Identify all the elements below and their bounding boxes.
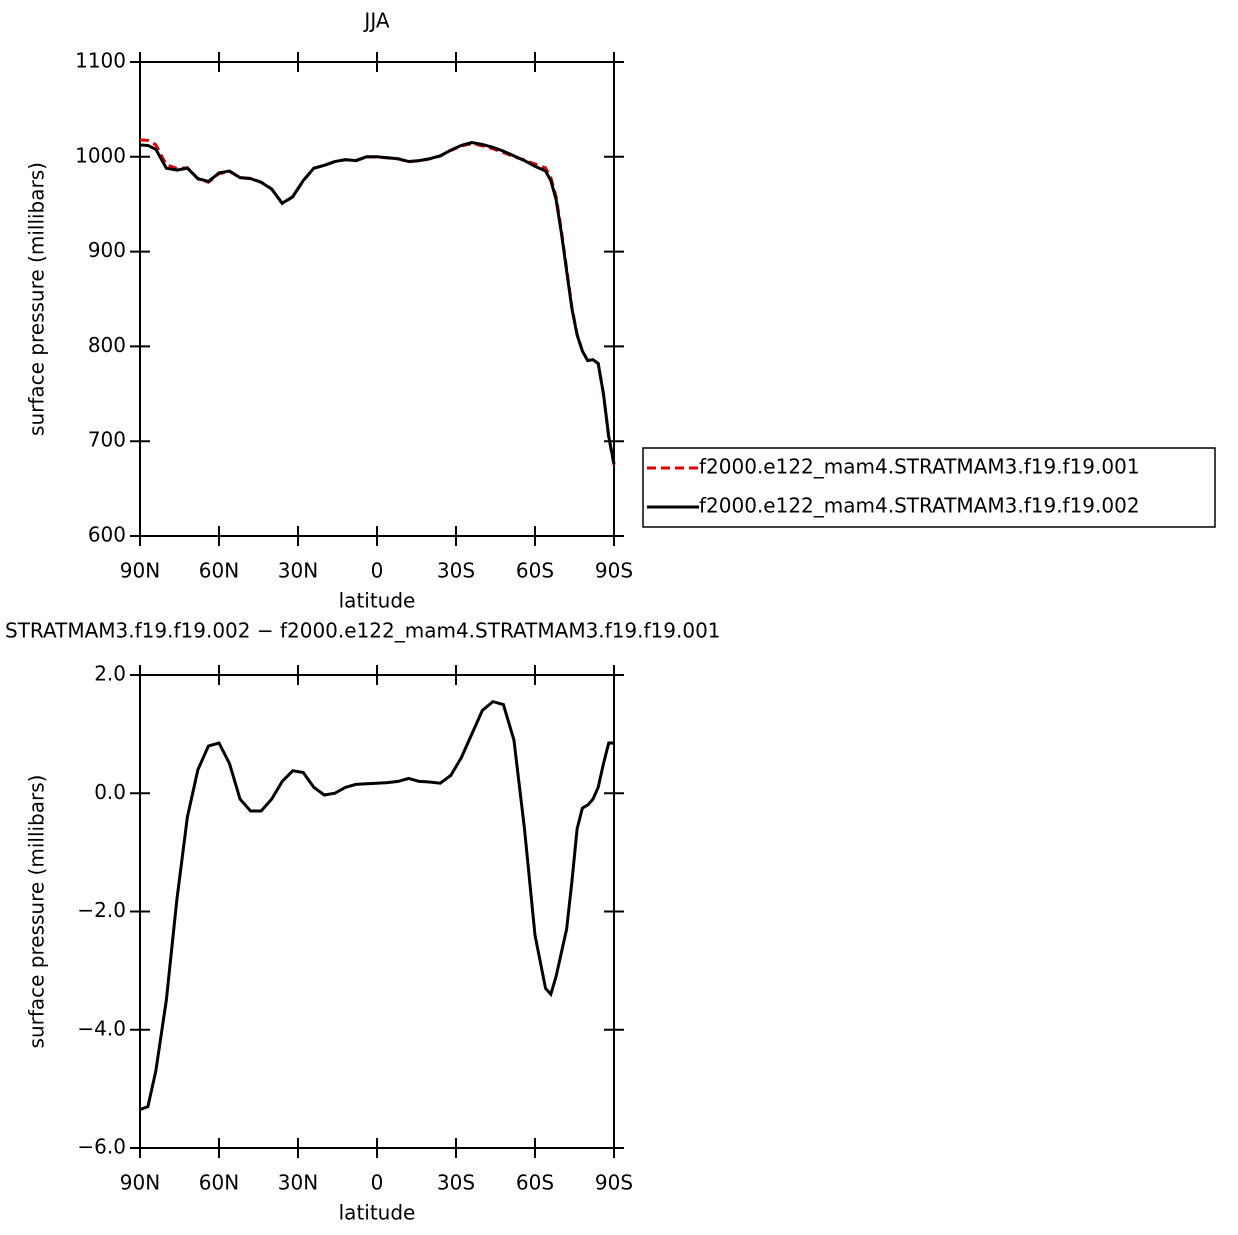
x-tick-label: 60N — [199, 1171, 239, 1195]
y-tick-label: −2.0 — [77, 898, 126, 922]
x-tick-label: 60S — [516, 1171, 554, 1195]
chart-title: JJA — [362, 9, 389, 33]
y-tick-label: −4.0 — [77, 1016, 126, 1040]
y-tick-label: −6.0 — [77, 1135, 126, 1159]
legend-label: f2000.e122_mam4.STRATMAM3.f19.f19.001 — [699, 455, 1140, 479]
y-tick-label: 900 — [88, 238, 126, 262]
x-tick-label: 30N — [278, 559, 318, 583]
x-tick-label: 90N — [120, 559, 160, 583]
legend-box — [642, 447, 1216, 528]
series-line — [139, 699, 614, 1111]
y-tick-label: 1000 — [75, 143, 126, 167]
y-tick-label: 700 — [88, 428, 126, 452]
x-tick-label: 30S — [437, 1171, 475, 1195]
x-tick-label: 30S — [437, 559, 475, 583]
x-tick-label: 90S — [595, 559, 633, 583]
x-tick-label: 0 — [371, 1171, 384, 1195]
y-tick-label: 1100 — [75, 49, 126, 73]
x-axis-label: latitude — [339, 1201, 416, 1225]
y-tick-label: 0.0 — [94, 780, 126, 804]
x-tick-label: 60N — [199, 559, 239, 583]
y-tick-label: 800 — [88, 333, 126, 357]
x-axis-label: latitude — [339, 589, 416, 613]
y-axis-label: surface pressure (millibars) — [25, 162, 49, 436]
series-line — [139, 141, 616, 465]
x-tick-label: 90S — [595, 1171, 633, 1195]
x-tick-label: 0 — [371, 559, 384, 583]
y-tick-label: 2.0 — [94, 662, 126, 686]
y-tick-label: 600 — [88, 523, 126, 547]
series-line — [139, 138, 616, 465]
y-axis-label: surface pressure (millibars) — [25, 775, 49, 1049]
plot-frame — [139, 61, 615, 537]
x-tick-label: 60S — [516, 559, 554, 583]
x-tick-label: 90N — [120, 1171, 160, 1195]
chart-title: STRATMAM3.f19.f19.002 − f2000.e122_mam4.… — [5, 619, 721, 643]
x-tick-label: 30N — [278, 1171, 318, 1195]
legend-label: f2000.e122_mam4.STRATMAM3.f19.f19.002 — [699, 494, 1140, 518]
